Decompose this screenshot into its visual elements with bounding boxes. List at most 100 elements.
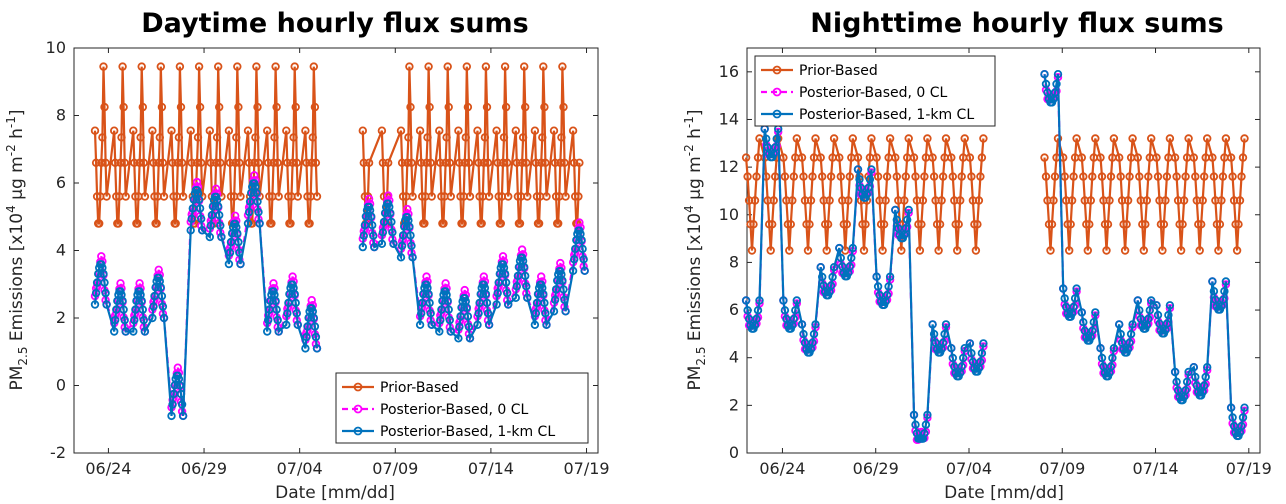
data-point (439, 219, 448, 228)
series-line (745, 138, 985, 251)
data-point (979, 339, 988, 348)
data-point (534, 219, 544, 228)
data-point (542, 192, 551, 201)
data-point (148, 313, 157, 323)
data-point (364, 194, 374, 204)
data-point (504, 300, 513, 309)
data-point (755, 296, 764, 305)
data-point (1120, 246, 1130, 255)
data-point (929, 329, 939, 339)
data-point (878, 246, 887, 255)
data-point (437, 192, 446, 201)
data-point (1176, 246, 1186, 255)
data-point (174, 133, 184, 142)
data-point (1063, 220, 1072, 229)
data-point (302, 332, 311, 342)
data-point (445, 158, 454, 167)
legend-label: Prior-Based (799, 63, 878, 79)
data-point (396, 253, 406, 262)
data-point (829, 263, 839, 272)
data-point (520, 262, 529, 272)
data-point (560, 295, 569, 304)
data-point (558, 62, 567, 71)
data-point (118, 62, 127, 71)
data-point (1141, 220, 1150, 229)
data-point (1103, 220, 1113, 229)
data-point (797, 153, 807, 162)
data-point (286, 219, 295, 228)
data-point (367, 212, 376, 221)
data-point (498, 158, 508, 167)
data-point (559, 102, 568, 112)
data-point (216, 158, 225, 167)
data-point (101, 158, 110, 167)
data-point (749, 220, 758, 229)
data-point (521, 271, 530, 281)
data-point (225, 158, 235, 167)
data-point (938, 172, 948, 181)
data-point (1119, 220, 1128, 229)
data-point (168, 400, 177, 409)
data-point (1088, 326, 1097, 335)
data-point (159, 313, 169, 323)
data-point (1161, 196, 1170, 205)
data-point (932, 220, 942, 229)
data-point (168, 158, 177, 167)
data-point (193, 133, 203, 142)
data-point (816, 153, 825, 162)
data-point (265, 192, 274, 201)
data-point (135, 279, 144, 288)
data-point (847, 253, 856, 263)
y-tick-label: 8 (729, 252, 739, 271)
legend-marker (772, 109, 782, 119)
data-point (786, 220, 795, 229)
right-x-ticks: 06/24 06/29 07/04 07/09 07/14 07/19 (759, 48, 1272, 478)
data-point (216, 221, 225, 230)
data-point (1231, 220, 1240, 229)
left-legend: Prior-Based Posterior-Based, 0 CL Posterio… (335, 372, 589, 444)
data-point (464, 322, 474, 331)
data-point (1232, 246, 1242, 255)
data-point (1085, 220, 1094, 229)
data-point (746, 220, 755, 229)
data-point (549, 126, 559, 135)
data-point (517, 158, 527, 167)
data-point (971, 246, 981, 255)
data-point (422, 158, 431, 167)
data-point (214, 102, 224, 112)
y-tick-label: 2 (729, 395, 739, 414)
data-point (156, 283, 165, 292)
data-point (1086, 196, 1095, 205)
data-point (1139, 246, 1148, 255)
right-chart-title: Nighttime hourly flux sums (810, 8, 1223, 39)
data-point (155, 133, 164, 142)
data-point (1240, 403, 1249, 412)
data-point (253, 102, 262, 112)
data-point (1159, 220, 1169, 229)
data-point (290, 289, 299, 299)
data-point (424, 289, 433, 299)
data-point (441, 158, 450, 167)
data-point (1144, 172, 1153, 181)
left-series (90, 62, 589, 421)
legend-marker (353, 404, 363, 414)
data-point (873, 172, 883, 181)
data-point (270, 133, 279, 142)
data-point (973, 220, 982, 229)
data-point (1108, 353, 1117, 363)
data-point (1217, 196, 1226, 205)
data-point (494, 192, 503, 201)
data-point (443, 62, 452, 71)
data-point (1097, 353, 1107, 363)
data-point (904, 205, 913, 215)
data-point (844, 196, 853, 205)
data-point (1097, 172, 1107, 181)
data-point (799, 172, 808, 181)
data-point (264, 315, 273, 325)
data-point (1184, 367, 1193, 377)
data-point (539, 62, 548, 71)
data-point (197, 226, 207, 235)
data-point (481, 289, 491, 299)
data-point (186, 126, 195, 135)
series-line (1043, 74, 1246, 437)
